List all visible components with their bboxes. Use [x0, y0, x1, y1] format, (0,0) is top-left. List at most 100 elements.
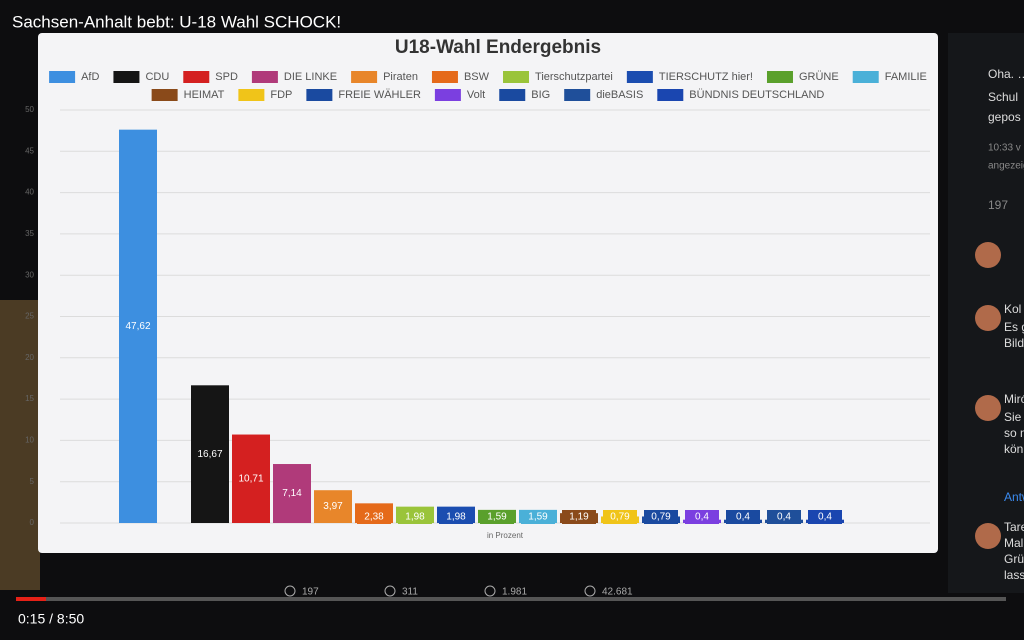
- legend-label: BÜNDNIS DEUTSCHLAND: [689, 89, 824, 101]
- value-label: 0,4: [695, 512, 709, 523]
- legend-swatch: [306, 89, 333, 101]
- sidebar-text: Schul: [988, 90, 1018, 104]
- stat-count: 1.981: [502, 587, 527, 598]
- sidebar-text: Mal sehe: [1004, 536, 1024, 550]
- legend-swatch: [657, 89, 684, 101]
- value-label: 1,59: [487, 512, 507, 523]
- sidebar-text: könnte: [1004, 442, 1024, 456]
- value-label: 2,38: [364, 512, 384, 523]
- stat-icon: [284, 585, 296, 597]
- legend-item: BÜNDNIS DEUTSCHLAND: [657, 89, 824, 101]
- y-tick-label: 25: [25, 312, 34, 321]
- value-label-bg: [562, 510, 596, 524]
- legend-item: HEIMAT: [151, 89, 225, 101]
- legend-item: Volt: [434, 89, 485, 101]
- legend-item: BSW: [431, 71, 490, 83]
- avatar: [975, 305, 1001, 331]
- value-label: 0,4: [736, 512, 750, 523]
- legend-swatch: [238, 89, 265, 101]
- legend-swatch: [564, 89, 591, 101]
- monitor-screen: [38, 33, 938, 553]
- legend-item: FDP: [238, 89, 292, 101]
- y-tick-label: 35: [25, 229, 34, 238]
- value-label: 3,97: [323, 501, 343, 512]
- sidebar-text: Antwor: [1004, 490, 1024, 504]
- value-label-bg: [644, 510, 678, 524]
- sidebar-text: Tarek: [1004, 520, 1024, 534]
- value-label: 16,67: [197, 449, 222, 460]
- value-label-bg: [726, 510, 760, 524]
- value-label: 1,98: [446, 512, 466, 523]
- sidebar-text: Kol: [1004, 302, 1021, 316]
- sidebar-text: Sie üb: [1004, 410, 1024, 424]
- y-tick-label: 30: [25, 270, 34, 279]
- y-tick-label: 0: [30, 518, 35, 527]
- legend-item: FAMILIE: [852, 71, 927, 83]
- y-tick-label: 15: [25, 394, 34, 403]
- sidebar-text: Es g: [1004, 320, 1024, 334]
- legend-item: Piraten: [351, 71, 418, 83]
- sidebar-text: so me: [1004, 426, 1024, 440]
- sidebar-text: gepos: [988, 110, 1021, 124]
- legend-label: HEIMAT: [184, 89, 225, 101]
- avatar: [975, 395, 1001, 421]
- sidebar-text: Oha. …: [988, 67, 1024, 81]
- legend-label: DIE LINKE: [284, 71, 337, 83]
- value-label-bg: [521, 510, 555, 524]
- sidebar-text: Miró: [1004, 392, 1024, 406]
- legend-swatch: [852, 71, 879, 83]
- value-label-bg: [808, 510, 842, 524]
- legend-swatch: [434, 89, 461, 101]
- stat-icon: [484, 585, 496, 597]
- legend-item: CDU: [113, 71, 169, 83]
- y-tick-label: 50: [25, 105, 34, 114]
- legend-item: TIERSCHUTZ hier!: [626, 71, 753, 83]
- legend-swatch: [183, 71, 210, 83]
- legend-item: Tierschutzpartei: [503, 71, 613, 83]
- legend-swatch: [351, 71, 378, 83]
- chart-title: U18-Wahl Endergebnis: [395, 37, 601, 58]
- legend-label: CDU: [145, 71, 169, 83]
- legend-label: FDP: [270, 89, 292, 101]
- value-label: 0,4: [777, 512, 791, 523]
- sidebar-text: 197: [988, 198, 1008, 212]
- legend-swatch: [499, 89, 526, 101]
- legend-item: BIG: [499, 89, 550, 101]
- legend-label: BSW: [464, 71, 490, 83]
- value-label-bg: [357, 510, 391, 524]
- legend-item: SPD: [183, 71, 238, 83]
- legend-swatch: [766, 71, 793, 83]
- legend-label: AfD: [81, 71, 99, 83]
- stat-count: 311: [402, 587, 418, 598]
- legend-swatch: [251, 71, 278, 83]
- legend-swatch: [626, 71, 653, 83]
- value-label-bg: [603, 510, 637, 524]
- value-label-bg: [398, 510, 432, 524]
- legend-label: SPD: [215, 71, 238, 83]
- legend-swatch: [49, 71, 76, 83]
- legend-label: TIERSCHUTZ hier!: [659, 71, 753, 83]
- time-display: 0:15 / 8:50: [18, 611, 84, 627]
- value-label: 10,71: [238, 473, 263, 484]
- stat-count: 42.681: [602, 587, 633, 598]
- value-label: 47,62: [125, 321, 150, 332]
- bar: [119, 129, 157, 523]
- value-label-bg: [685, 510, 719, 524]
- progress-track[interactable]: [16, 597, 1006, 601]
- value-label: 1,59: [528, 512, 548, 523]
- legend-label: FREIE WÄHLER: [338, 89, 421, 101]
- legend-label: dieBASIS: [596, 89, 643, 101]
- legend-item: DIE LINKE: [251, 71, 337, 83]
- avatar: [975, 523, 1001, 549]
- legend-item: FREIE WÄHLER: [306, 89, 421, 101]
- desk: [0, 300, 40, 590]
- legend-item: GRÜNE: [766, 71, 839, 83]
- y-tick-label: 20: [25, 353, 34, 362]
- sidebar-text: Grünen d: [1004, 552, 1024, 566]
- stat-icon: [584, 585, 596, 597]
- legend-label: BIG: [531, 89, 550, 101]
- bar: [232, 434, 270, 523]
- stat-icon: [384, 585, 396, 597]
